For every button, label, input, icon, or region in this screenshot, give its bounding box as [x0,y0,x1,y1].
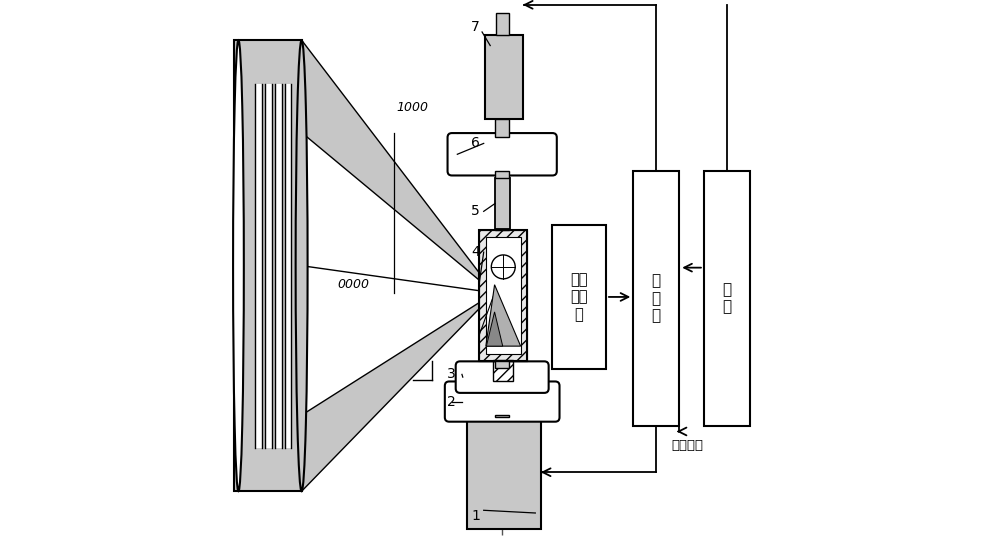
Text: 2: 2 [447,394,455,409]
Circle shape [491,255,515,279]
Bar [495,119,509,137]
Bar [234,40,302,491]
Bar [704,171,750,426]
Bar [495,415,509,417]
Bar [479,230,527,361]
FancyBboxPatch shape [448,133,557,176]
FancyBboxPatch shape [445,381,560,422]
Polygon shape [486,312,503,346]
Bar [479,230,527,361]
Polygon shape [302,40,495,293]
Bar [493,360,513,381]
Text: 1000: 1000 [397,101,429,114]
Bar [495,171,509,178]
Text: 通信接口: 通信接口 [672,439,704,452]
Text: 6: 6 [471,136,480,150]
Polygon shape [486,285,521,346]
Text: 控
制
器: 控 制 器 [652,274,661,323]
Bar [552,225,606,369]
Bar [633,171,679,426]
Bar [467,415,541,529]
Bar [495,361,509,369]
Text: 4: 4 [471,245,480,259]
Text: 1: 1 [471,509,480,523]
Text: 0000: 0000 [337,278,369,291]
Bar [255,84,262,448]
Text: 5: 5 [471,205,480,218]
Ellipse shape [296,40,308,491]
Text: 3: 3 [447,368,455,381]
FancyBboxPatch shape [456,362,549,393]
Bar [485,34,523,119]
Bar [275,84,282,448]
Polygon shape [302,293,495,491]
Text: 7: 7 [471,20,480,33]
Bar [265,84,272,448]
Ellipse shape [233,40,244,491]
Bar [285,84,291,448]
Bar [496,13,509,34]
Text: 零度
传感
器: 零度 传感 器 [570,272,588,322]
Bar [495,178,510,229]
Bar [486,237,521,354]
Bar [495,229,509,230]
Text: 电
源: 电 源 [722,282,731,315]
